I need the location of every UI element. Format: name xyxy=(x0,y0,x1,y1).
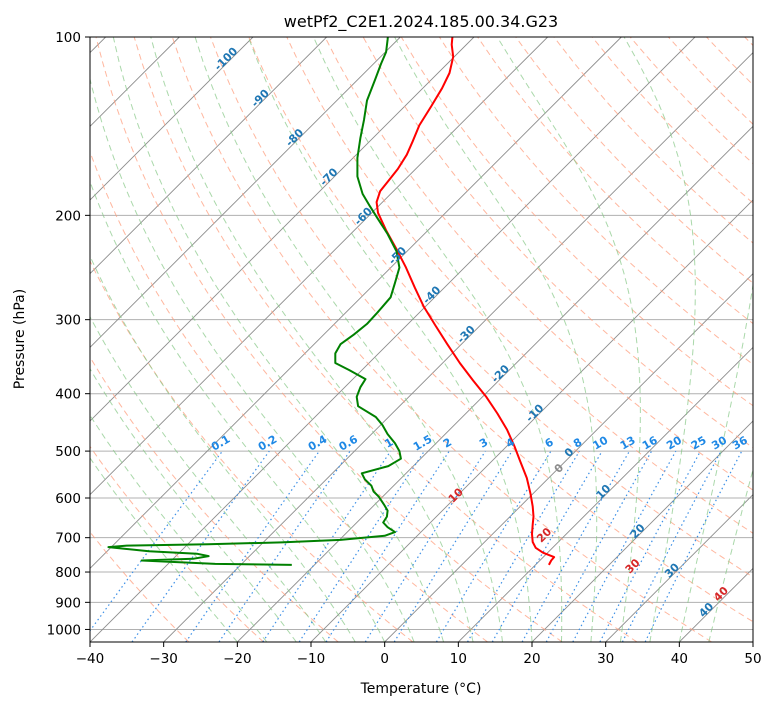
isotherm-line xyxy=(605,494,753,642)
dry-adiabat-line xyxy=(95,37,563,642)
moist-adiabat-line xyxy=(90,367,297,642)
y-axis-ticks: 100 200 300 400 500 600 700 800 900 1000 xyxy=(47,30,90,638)
y-tick-label: 700 xyxy=(55,531,81,547)
moist-adiabat-line xyxy=(496,37,641,642)
y-tick-label: 500 xyxy=(55,444,81,460)
y-tick-label: 200 xyxy=(55,208,81,224)
isotherm-line xyxy=(90,37,622,569)
isotherm-line xyxy=(90,37,327,275)
x-tick-label: 20 xyxy=(523,651,540,667)
temperature-profile-line xyxy=(375,37,556,566)
isotherm-line xyxy=(90,37,254,201)
mixing-ratio-line xyxy=(572,450,677,642)
mixing-ratio-line xyxy=(218,450,351,642)
x-tick-label: 40 xyxy=(671,651,688,667)
y-tick-label: 400 xyxy=(55,387,81,403)
mixing-ratio-line xyxy=(466,450,580,642)
y-tick-label: 100 xyxy=(55,30,81,46)
dry-adiabat-line xyxy=(286,37,753,534)
moist-adiabat-line xyxy=(90,315,327,642)
plot-area: 0.1 0.2 0.4 0.6 1 1.5 2 3 4 6 8 10 13 16 20 25 30 36-100-… xyxy=(90,37,753,642)
mixing-ratio-line xyxy=(393,450,513,642)
x-tick-label: 0 xyxy=(380,651,389,667)
y-tick-label: 600 xyxy=(55,491,81,507)
x-axis-ticks: −40 −30 −20 −10 0 10 20 30 40 50 xyxy=(76,642,762,667)
isotherm-line xyxy=(90,37,696,642)
moist-adiabat-line xyxy=(112,37,445,642)
moist-adiabat-line xyxy=(90,457,238,642)
mixing-ratio-line xyxy=(435,450,552,642)
moist-adiabat-line xyxy=(394,37,598,642)
dry-adiabat-line xyxy=(324,37,753,491)
moist-adiabat-line xyxy=(90,254,356,642)
dry-adiabat-line xyxy=(210,37,753,623)
isotherm-line xyxy=(163,52,753,642)
moist-adiabat-line xyxy=(313,37,563,642)
x-tick-label: 50 xyxy=(744,651,761,667)
y-axis-label: Pressure (hPa) xyxy=(12,289,28,389)
isotherm-line xyxy=(90,37,475,422)
isotherm-line xyxy=(90,37,548,496)
dry-adiabat-line xyxy=(90,259,414,642)
profile-series xyxy=(107,37,556,566)
moist-adiabat-line xyxy=(90,414,268,642)
dry-adiabat-line xyxy=(133,37,638,642)
x-tick-label: 10 xyxy=(450,651,467,667)
mixing-ratio-line xyxy=(599,450,702,642)
isotherm-line xyxy=(384,273,753,642)
isotherm-line xyxy=(90,37,401,348)
x-tick-label: 30 xyxy=(597,651,614,667)
dry-adiabat-line xyxy=(171,37,712,642)
dry-adiabat-line xyxy=(248,37,753,578)
x-tick-label: −10 xyxy=(297,651,326,667)
y-tick-label: 1000 xyxy=(47,622,81,638)
chart-title: wetPf2_C2E1.2024.185.00.34.G23 xyxy=(284,12,558,32)
x-tick-label: −20 xyxy=(223,651,252,667)
y-tick-label: 300 xyxy=(55,313,81,329)
y-tick-label: 800 xyxy=(55,565,81,581)
dewpoint-profile-line xyxy=(107,37,402,566)
dry-adiabat-line xyxy=(515,37,753,284)
x-tick-label: −30 xyxy=(149,651,178,667)
x-tick-label: −40 xyxy=(76,651,105,667)
pressure-gridlines xyxy=(90,37,753,630)
dry-adiabat-line xyxy=(90,445,264,642)
moist-adiabat-line xyxy=(90,76,415,642)
mixing-ratio-line xyxy=(262,450,392,642)
mixing-ratio-line xyxy=(298,450,425,642)
y-tick-label: 900 xyxy=(55,595,81,611)
moist-adiabat-line xyxy=(194,37,503,642)
moist-adiabat-line xyxy=(623,37,696,642)
isotherm-line xyxy=(237,125,753,642)
moist-adiabat-line xyxy=(708,467,753,642)
moist-adiabat-line xyxy=(150,37,474,642)
mixing-ratio-line xyxy=(364,450,486,642)
moist-adiabats xyxy=(90,37,753,642)
moist-adiabat-line xyxy=(678,282,753,642)
moist-adiabat-line xyxy=(247,37,533,642)
axes-frame xyxy=(89,36,754,643)
x-axis-label: Temperature (°C) xyxy=(360,681,482,697)
mixing-ratio-line xyxy=(325,450,450,642)
